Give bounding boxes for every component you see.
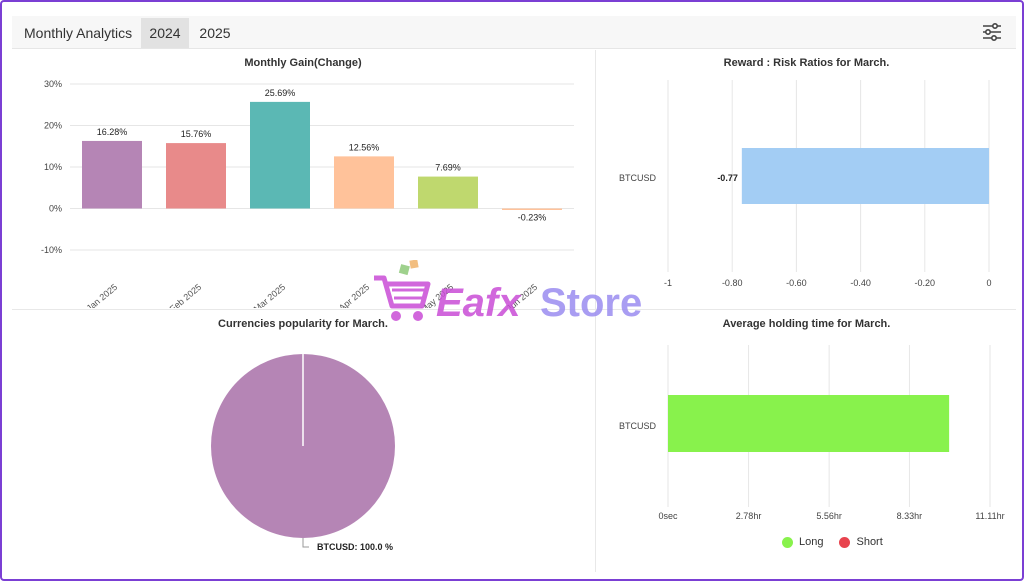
x-tick-label: -1: [664, 278, 672, 288]
x-tick-label: May 2025: [419, 282, 456, 308]
tab-2024[interactable]: 2024: [141, 18, 189, 48]
legend-label-short: Short: [856, 536, 883, 548]
holding-time-chart: 0sec 2.78hr 5.56hr 8.33hr 11.11hr BTCUSD: [619, 345, 1005, 521]
x-tick-label: 0: [986, 278, 991, 288]
bar-mar-2025: [250, 101, 310, 209]
x-tick-label: 11.11hr: [975, 511, 1004, 521]
bar-btcusd-long: [668, 395, 950, 452]
pie-label-leader: [302, 538, 309, 548]
bar-data-label: 7.69%: [435, 163, 461, 173]
monthly-gain-chart: 30% 20% 10% 0% -10% 16.28% Jan 2025 15.76% Feb 2…: [41, 79, 574, 308]
x-tick-label: 0sec: [658, 511, 678, 521]
bar-data-label: 16.28%: [97, 127, 128, 137]
legend-item-short[interactable]: Short: [839, 536, 883, 548]
bar-data-label: 25.69%: [265, 88, 296, 98]
tab-2025[interactable]: 2025: [199, 25, 231, 41]
bar-data-label: -0.23%: [518, 213, 547, 223]
panel-divider-horizontal: [12, 309, 1016, 310]
currencies-panel: Currencies popularity for March. BTCUSD:…: [12, 311, 594, 573]
x-tick-label: Jan 2025: [84, 282, 119, 308]
x-tick-label: Jun 2025: [504, 282, 539, 308]
bar-data-label: -0.77: [717, 173, 738, 183]
bar-feb-2025: [166, 143, 226, 209]
y-tick-label: BTCUSD: [619, 421, 657, 431]
bar-data-label: 12.56%: [349, 142, 380, 152]
y-tick-label: BTCUSD: [619, 173, 657, 183]
legend-dot-short: [839, 536, 851, 548]
legend-label-long: Long: [799, 536, 824, 548]
bar-may-2025: [418, 176, 478, 209]
x-tick-label: -0.20: [915, 278, 936, 288]
x-tick-label: -0.60: [786, 278, 807, 288]
reward-risk-title: Reward : Risk Ratios for March.: [723, 57, 890, 69]
x-tick-label: Feb 2025: [168, 282, 204, 308]
reward-risk-panel: Reward : Risk Ratios for March. -1 -0.80-…: [597, 50, 1016, 308]
holding-time-panel: Average holding time for March. 0sec 2.78…: [597, 311, 1016, 573]
page-title: Monthly Analytics: [24, 25, 133, 41]
x-tick-label: Apr 2025: [337, 282, 371, 308]
filter-settings-button[interactable]: [980, 20, 1004, 44]
pie-data-label: BTCUSD: 100.0 %: [317, 542, 393, 552]
x-tick-label: 5.56hr: [816, 511, 842, 521]
reward-risk-chart: -1 -0.80 -0.60 -0.40 -0.20 0 -0.77 BTCUSD: [619, 80, 992, 288]
bar-btcusd: [741, 148, 989, 204]
bar-data-label: 15.76%: [181, 129, 212, 139]
x-tick-label: 8.33hr: [897, 511, 923, 521]
bar-jan-2025: [82, 140, 142, 209]
monthly-gain-panel: Monthly Gain(Change) 30% 20% 10% 0% -10% 16.2…: [12, 50, 594, 308]
holding-time-legend: Long Short: [782, 536, 883, 548]
y-tick-label: 0%: [49, 204, 62, 214]
holding-time-title: Average holding time for March.: [722, 318, 891, 330]
x-tick-label: -0.40: [850, 278, 871, 288]
x-tick-label: 2.78hr: [736, 511, 762, 521]
analytics-header: Monthly Analytics 2024 2025: [12, 16, 1016, 49]
panel-divider-vertical: [595, 50, 596, 572]
legend-item-long[interactable]: Long: [782, 536, 823, 548]
x-tick-label: -0.80: [722, 278, 743, 288]
legend-dot-long: [782, 536, 793, 548]
monthly-gain-title: Monthly Gain(Change): [244, 57, 362, 69]
y-tick-label: 10%: [44, 162, 62, 172]
bar-jun-2025: [502, 208, 562, 210]
sliders-icon: [983, 22, 1001, 42]
currencies-title: Currencies popularity for March.: [218, 318, 388, 330]
y-tick-label: -10%: [41, 245, 62, 255]
x-tick-label: Mar 2025: [252, 282, 288, 308]
bar-apr-2025: [334, 156, 394, 209]
y-tick-label: 20%: [44, 121, 62, 131]
currencies-pie-chart: BTCUSD: 100.0 %: [211, 354, 395, 552]
y-tick-label: 30%: [44, 79, 62, 89]
